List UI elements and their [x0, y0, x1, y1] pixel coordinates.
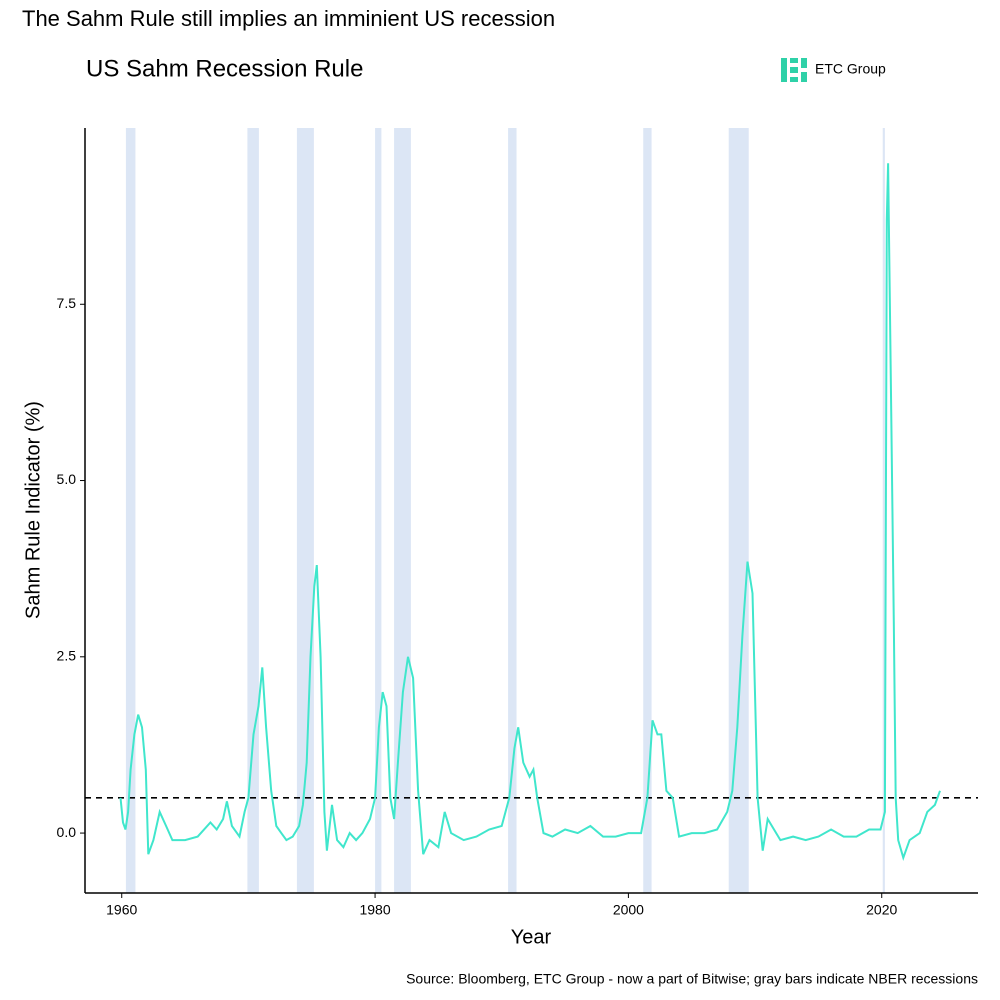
- y-tick-label: 0.0: [57, 824, 77, 840]
- recession-band: [882, 128, 885, 893]
- source-note: Source: Bloomberg, ETC Group - now a par…: [406, 971, 978, 987]
- data-line: [119, 163, 941, 861]
- x-tick-label: 2000: [613, 902, 644, 918]
- recession-band: [125, 128, 136, 893]
- brand-name: ETC Group: [815, 61, 886, 77]
- y-tick-label: 2.5: [57, 648, 77, 664]
- brand-logo: [781, 58, 807, 82]
- chart-subtitle: US Sahm Recession Rule: [86, 55, 363, 82]
- x-tick-label: 1980: [359, 902, 390, 918]
- x-axis-label: Year: [511, 926, 552, 948]
- recession-band: [375, 128, 382, 893]
- recession-band: [394, 128, 411, 893]
- recession-band: [643, 128, 652, 893]
- recession-band: [508, 128, 517, 893]
- x-tick-label: 2020: [866, 902, 897, 918]
- chart-title: The Sahm Rule still implies an imminient…: [22, 6, 555, 31]
- recession-band: [247, 128, 259, 893]
- y-tick-label: 7.5: [57, 295, 77, 311]
- recession-band: [728, 128, 749, 893]
- y-axis-label: Sahm Rule Indicator (%): [22, 401, 44, 619]
- x-tick-label: 1960: [106, 902, 137, 918]
- y-tick-label: 5.0: [57, 471, 77, 487]
